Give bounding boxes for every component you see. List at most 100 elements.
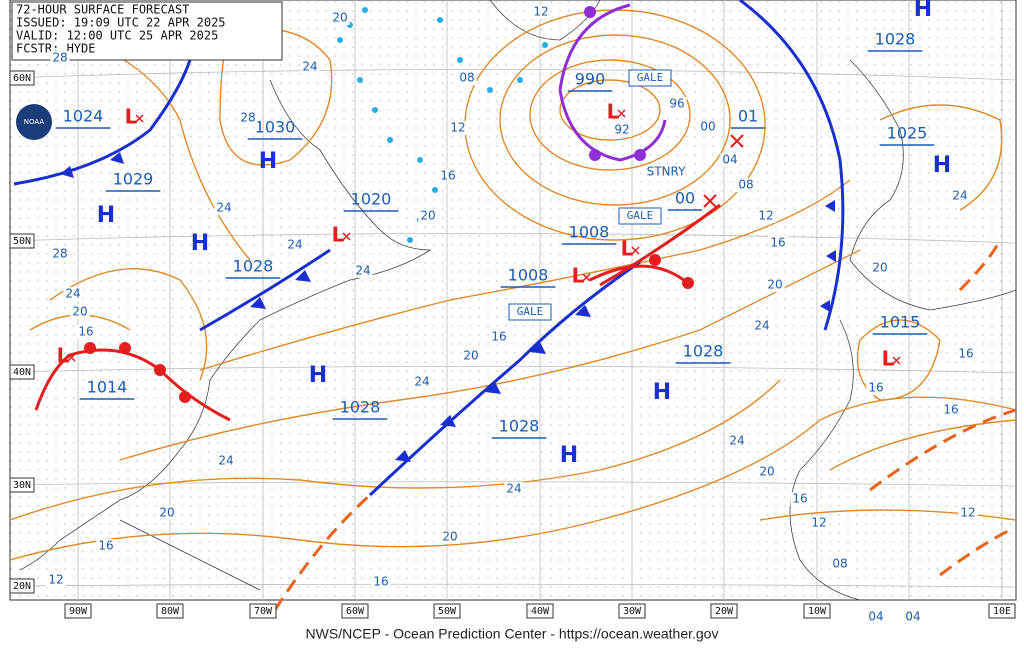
isobar-label-bg xyxy=(941,403,961,417)
isobar-label-bg xyxy=(457,71,477,85)
isobar-label-bg xyxy=(756,209,776,223)
longitude-label: 70W xyxy=(254,606,273,617)
isobar-label: 16 xyxy=(78,325,93,339)
lat-label-box xyxy=(9,477,35,493)
fronts xyxy=(13,0,1017,611)
low-cross xyxy=(67,353,76,362)
isobar-label-bg xyxy=(70,305,90,319)
isobar-label: 04 xyxy=(722,153,737,167)
isobar-label: 16 xyxy=(491,330,506,344)
isobar-label: 20 xyxy=(159,506,174,520)
isobar-label-bg xyxy=(371,575,391,589)
lat-label-box xyxy=(9,364,35,380)
occluded-front-barbs xyxy=(584,6,646,161)
pressure-center-label: 1008 xyxy=(508,266,549,285)
isobar-label-bg xyxy=(412,375,432,389)
isobar-label: 00 xyxy=(700,120,715,134)
isobar-label-bg xyxy=(438,169,458,183)
isobar-label-bg xyxy=(667,97,687,111)
isobar-label: 24 xyxy=(218,454,233,468)
isobar-label-bg xyxy=(809,516,829,530)
isobar-label: 92 xyxy=(614,123,629,137)
isobar-label-bg xyxy=(903,610,923,624)
isobar-label-bg xyxy=(870,261,890,275)
isobar-label: 12 xyxy=(960,506,975,520)
pressure-center-label: 1008 xyxy=(569,223,610,242)
isobar-label-bg xyxy=(76,325,96,339)
isobar-label-bg xyxy=(531,5,551,19)
isobar-label-bg xyxy=(300,60,320,74)
lon-label-box xyxy=(526,603,554,619)
header-line: ISSUED: 19:09 UTC 22 APR 2025 xyxy=(16,16,226,30)
isobar-label: 12 xyxy=(450,121,465,135)
isobar-label: 12 xyxy=(533,5,548,19)
isobar-label-bg xyxy=(504,482,524,496)
isobar-label: 20 xyxy=(442,530,457,544)
low-center: L xyxy=(332,223,345,247)
isobar-label-bg xyxy=(950,189,970,203)
low-cross xyxy=(631,246,640,255)
longitude-label: 10E xyxy=(993,606,1011,617)
latitude-label: 50N xyxy=(13,236,31,247)
isobar-label-bg xyxy=(489,330,509,344)
lon-label-box xyxy=(988,603,1016,619)
high-center: H xyxy=(97,203,115,228)
low-center: L xyxy=(882,347,895,371)
isobar-label: 04 xyxy=(905,610,920,624)
high-center: H xyxy=(933,153,951,178)
longitude-label: 30W xyxy=(623,606,642,617)
low-cross xyxy=(892,356,901,365)
footer: NWS/NCEP - Ocean Prediction Center - htt… xyxy=(306,626,719,642)
isobar-label: 96 xyxy=(669,97,684,111)
latitude-label: 40N xyxy=(13,367,31,378)
longitude-label: 60W xyxy=(346,606,365,617)
isobar-label-bg xyxy=(612,123,632,137)
isobar-label: 24 xyxy=(729,434,744,448)
isobar-label: 20 xyxy=(872,261,887,275)
isobar-label: 28 xyxy=(52,247,67,261)
logo xyxy=(16,104,52,140)
low-center: L xyxy=(621,237,634,261)
low-center: L xyxy=(607,100,620,124)
latitude-label: 60N xyxy=(13,73,31,84)
gale-warning: GALE xyxy=(517,305,544,318)
isobar-label: 16 xyxy=(792,492,807,506)
pressure-center-label: 1020 xyxy=(351,190,392,209)
isobar-label: 12 xyxy=(811,516,826,530)
high-center: H xyxy=(560,443,578,468)
pressure-center-label: 1014 xyxy=(87,378,128,397)
isobar-label: 24 xyxy=(287,238,302,252)
pressure-center-label: 1028 xyxy=(875,30,916,49)
header-line: VALID: 12:00 UTC 25 APR 2025 xyxy=(16,29,218,43)
high-center: H xyxy=(653,380,671,405)
isobar-label-bg xyxy=(830,557,850,571)
lon-label-box xyxy=(710,603,738,619)
gale-box xyxy=(618,207,662,225)
isobar-label: 20 xyxy=(759,465,774,479)
isobar-label-bg xyxy=(757,465,777,479)
pressure-center-label: 00 xyxy=(675,189,695,208)
isobar-label-bg xyxy=(461,349,481,363)
isobar-label: 08 xyxy=(459,71,474,85)
header-line: FCSTR: HYDE xyxy=(16,42,95,56)
isobar-label: 20 xyxy=(463,349,478,363)
lon-label-box xyxy=(64,603,92,619)
isobar-label-bg xyxy=(96,539,116,553)
pressure-center-label: 01 xyxy=(738,107,758,126)
longitude-label: 80W xyxy=(161,606,180,617)
logo-text: NOAA xyxy=(24,118,45,126)
isobar-label: 16 xyxy=(770,236,785,250)
cold-front-barbs xyxy=(60,152,836,462)
map-frame xyxy=(9,0,1017,601)
gale-box xyxy=(508,303,552,321)
low-cross xyxy=(342,232,351,241)
pressure-center-label: 1028 xyxy=(683,342,724,361)
isobar-label-bg xyxy=(790,492,810,506)
cross-markers xyxy=(703,134,744,208)
isobar-label-bg xyxy=(752,319,772,333)
isobar-label: 28 xyxy=(240,111,255,125)
header-line: 72-HOUR SURFACE FORECAST xyxy=(16,3,189,17)
lon-label-box xyxy=(803,603,831,619)
low-cross xyxy=(135,114,144,123)
